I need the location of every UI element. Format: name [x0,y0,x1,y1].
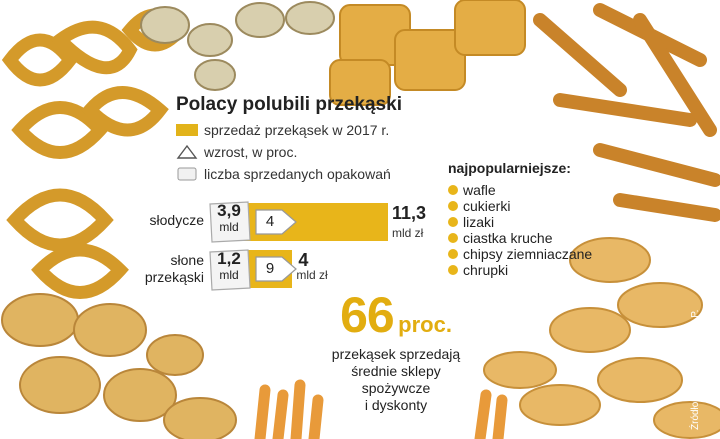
category-label: słone przekąski [130,252,204,286]
bullet-dot-icon [448,185,458,195]
packages-value-sweets: 3,9 mld [206,201,252,235]
popular-item: lizaki [448,214,494,230]
bullet-dot-icon [448,217,458,227]
popular-item: ciastka kruche [448,230,552,246]
package-icon [209,201,251,243]
sales-unit-salty: mld zł [296,268,328,282]
package-icon [177,167,197,181]
package-icon [209,249,251,291]
popular-item-label: chrupki [463,262,509,278]
highlight-percent: 66 proc. [330,286,462,344]
popular-item: cukierki [448,198,510,214]
triangle-icon [255,256,297,282]
packages-number: 3,9 [217,201,241,220]
packages-value-salty: 1,2 mld [206,249,252,283]
highlight-text-line: przekąsek sprzedają [331,346,461,362]
category-label: słodycze [130,212,204,229]
legend-packages: liczba sprzedanych opakowań [176,166,391,182]
packages-unit: mld [219,220,239,234]
popular-item: chipsy ziemniaczane [448,246,592,262]
category-label-line: słone [170,252,204,268]
legend-growth-label: wzrost, w proc. [204,144,298,160]
popular-item-label: lizaki [463,214,495,230]
packages-unit: mld [219,268,239,282]
highlight-text-line: i dyskonty [364,397,428,413]
popular-item-label: chipsy ziemniaczane [463,246,593,262]
source-note: Źródło: Nielsen, oprac. A.P. [690,309,701,430]
chart-title: Polacy polubili przekąski [176,94,402,115]
legend-sales: sprzedaż przekąsek w 2017 r. [176,122,389,138]
popular-item-label: wafle [463,182,496,198]
category-label-line: słodycze [149,212,204,228]
legend-packages-label: liczba sprzedanych opakowań [204,166,391,182]
popular-item: chrupki [448,262,508,278]
legend-bar-swatch [176,124,198,136]
highlight-circle [318,274,474,430]
highlight-text: przekąsek sprzedają średnie sklepy spoży… [323,346,469,414]
category-label-line: przekąski [144,269,204,285]
triangle-icon [176,144,198,159]
highlight-text-line: spożywcze [361,380,431,396]
popular-item-label: cukierki [463,198,511,214]
sales-value-salty: 4 [298,250,309,270]
popular-heading: najpopularniejsze: [448,160,571,176]
popular-item-label: ciastka kruche [463,230,553,246]
bullet-dot-icon [448,249,458,259]
growth-value-salty: 9 [265,260,275,277]
legend-sales-label: sprzedaż przekąsek w 2017 r. [204,122,390,138]
popular-item: wafle [448,182,496,198]
bullet-dot-icon [448,201,458,211]
sales-unit-sweets: mld zł [392,226,424,240]
growth-value-sweets: 4 [265,213,275,230]
packages-number: 1,2 [217,249,241,268]
triangle-icon [255,209,297,235]
bullet-dot-icon [448,233,458,243]
highlight-value: 66 [340,287,395,343]
sales-value-sweets: 11,3 [392,203,427,223]
highlight-unit: proc. [398,312,452,337]
legend-growth: wzrost, w proc. [176,144,297,160]
bullet-dot-icon [448,265,458,275]
highlight-text-line: średnie sklepy [351,363,441,379]
